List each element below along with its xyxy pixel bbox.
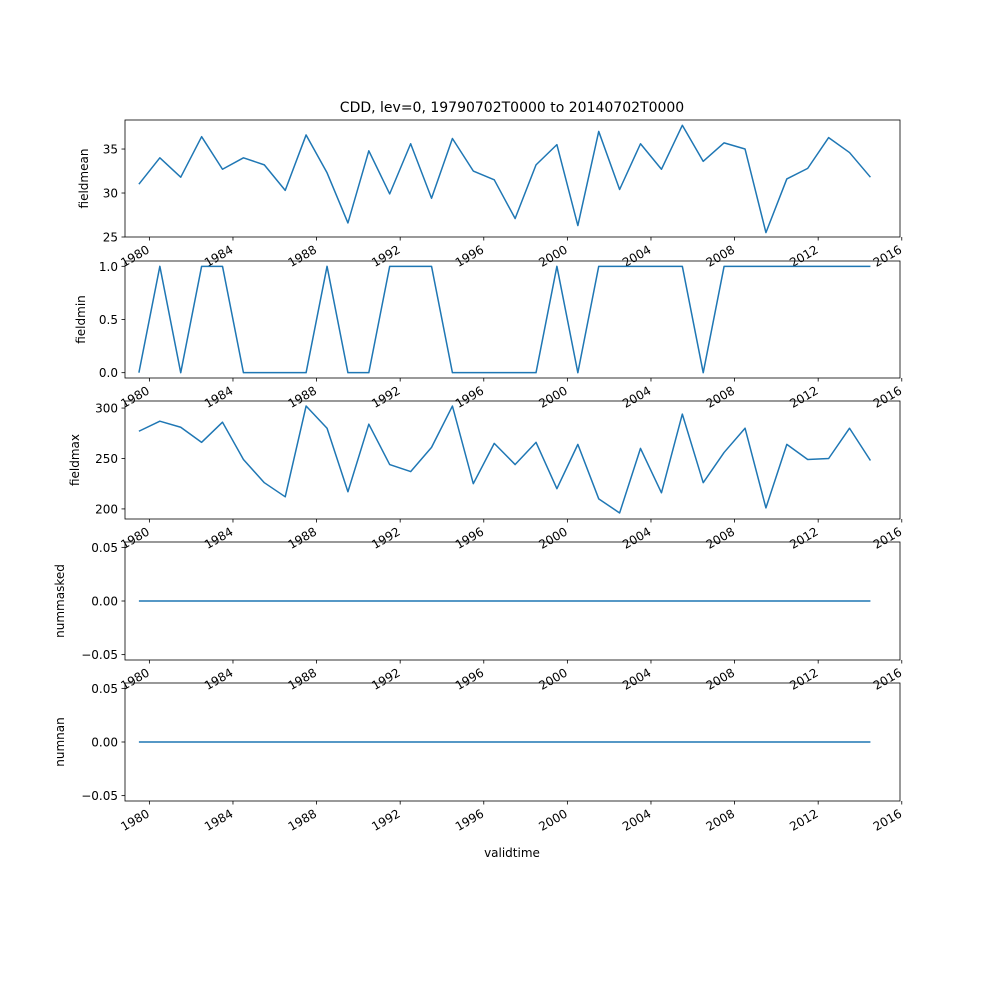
- x-tick-label: 1996: [453, 524, 486, 551]
- x-tick-label: 1988: [286, 524, 319, 551]
- y-tick-label: 0.05: [91, 541, 118, 555]
- x-tick-label: 2008: [704, 383, 737, 410]
- x-tick-label: 2004: [620, 524, 653, 551]
- x-tick-label: 1996: [453, 383, 486, 410]
- y-tick-label: 250: [95, 452, 118, 466]
- y-tick-label: 1.0: [99, 260, 118, 274]
- x-tick-label: 2016: [871, 383, 904, 410]
- x-tick-label: 1984: [202, 806, 235, 833]
- x-tick-label: 2008: [704, 665, 737, 692]
- series-line: [138, 405, 872, 514]
- x-tick-label: 1988: [286, 242, 319, 269]
- y-tick-label: 35: [103, 143, 118, 157]
- x-tick-label: 1992: [369, 806, 402, 833]
- subplot-fieldmin: 0.0 0.5 1.0 1980 1984 1988 1992 1996 2000 2004 200…: [74, 260, 904, 411]
- x-tick-label: 1996: [453, 242, 486, 269]
- x-tick-label: 2012: [787, 383, 820, 410]
- y-tick-label: 0.05: [91, 682, 118, 696]
- y-tick-label: 0.5: [99, 313, 118, 327]
- x-tick-label: 2016: [871, 665, 904, 692]
- x-tick-label: 2000: [536, 242, 569, 269]
- x-tick-label: 1992: [369, 665, 402, 692]
- y-tick-label: 25: [103, 231, 118, 245]
- y-tick-label: 30: [103, 187, 118, 201]
- x-tick-label: 2012: [787, 665, 820, 692]
- series-line: [138, 124, 871, 234]
- y-tick-label: −0.05: [81, 648, 118, 662]
- axes-frame: [124, 400, 901, 520]
- x-tick-label: 1992: [369, 383, 402, 410]
- x-tick-label: 2008: [704, 524, 737, 551]
- x-tick-label: 2012: [787, 806, 820, 833]
- x-tick-label: 2016: [871, 806, 904, 833]
- x-tick-label: 1980: [118, 383, 151, 410]
- x-tick-label: 1980: [118, 242, 151, 269]
- x-tick-label: 2016: [871, 524, 904, 551]
- x-tick-label: 2004: [620, 665, 653, 692]
- x-tick-label: 2000: [536, 383, 569, 410]
- subplot-numnan: −0.05 0.00 0.05 1980 1984 1988 1992 1996 2000 200…: [53, 682, 904, 834]
- y-tick-label: 300: [95, 402, 118, 416]
- y-axis-label: nummasked: [53, 564, 67, 638]
- chart-title: CDD, lev=0, 19790702T0000 to 20140702T00…: [340, 100, 684, 116]
- x-tick-label: 2004: [620, 806, 653, 833]
- y-tick-label: −0.05: [81, 789, 118, 803]
- y-tick-label: 200: [95, 502, 118, 516]
- series-line: [138, 265, 871, 374]
- x-tick-label: 1996: [453, 665, 486, 692]
- y-tick-label: 0.0: [99, 366, 118, 380]
- x-axis-label: validtime: [484, 846, 540, 860]
- x-tick-label: 1988: [286, 665, 319, 692]
- x-tick-label: 2000: [536, 806, 569, 833]
- x-tick-label: 1988: [286, 806, 319, 833]
- x-tick-label: 1984: [202, 524, 235, 551]
- x-tick-label: 1984: [202, 665, 235, 692]
- y-axis-label: numnan: [53, 717, 67, 766]
- x-tick-label: 2012: [787, 524, 820, 551]
- y-axis-label: fieldmax: [68, 434, 82, 486]
- y-tick-label: 0.00: [91, 736, 118, 750]
- x-tick-label: 1988: [286, 383, 319, 410]
- x-tick-label: 2008: [704, 806, 737, 833]
- x-tick-label: 2004: [620, 383, 653, 410]
- x-tick-label: 1992: [369, 524, 402, 551]
- x-tick-label: 1996: [453, 806, 486, 833]
- x-tick-label: 2000: [536, 524, 569, 551]
- x-tick-label: 2016: [871, 242, 904, 269]
- x-tick-label: 1980: [118, 806, 151, 833]
- x-tick-label: 2000: [536, 665, 569, 692]
- axes-frame: [124, 119, 901, 238]
- y-axis-label: fieldmin: [74, 295, 88, 344]
- x-tick-label: 1984: [202, 383, 235, 410]
- y-axis-label: fieldmean: [77, 149, 91, 209]
- y-tick-label: 0.00: [91, 595, 118, 609]
